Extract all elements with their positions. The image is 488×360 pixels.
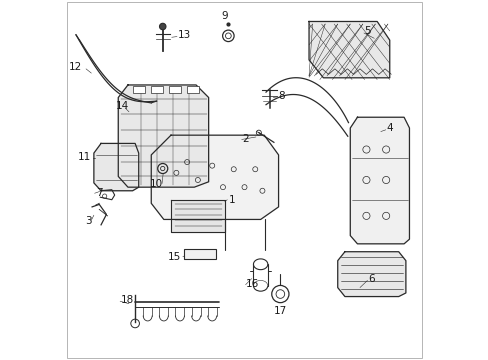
Polygon shape: [171, 200, 224, 232]
Text: 3: 3: [85, 216, 91, 226]
Text: 1: 1: [228, 195, 235, 205]
Text: 5: 5: [364, 26, 370, 36]
Text: 16: 16: [246, 279, 259, 289]
Text: 14: 14: [115, 102, 128, 112]
Text: 10: 10: [149, 179, 163, 189]
Text: 2: 2: [242, 134, 249, 144]
Text: 7: 7: [96, 188, 102, 198]
Polygon shape: [308, 22, 389, 78]
Text: 4: 4: [386, 123, 392, 133]
Bar: [169, 86, 180, 93]
Bar: [133, 86, 144, 93]
Text: 17: 17: [273, 306, 286, 316]
Circle shape: [159, 23, 165, 30]
Polygon shape: [349, 117, 408, 244]
Text: 15: 15: [167, 252, 180, 262]
Bar: [187, 86, 198, 93]
Text: 12: 12: [69, 62, 82, 72]
Text: 13: 13: [178, 30, 191, 40]
Bar: [183, 249, 215, 259]
Text: 8: 8: [278, 91, 285, 101]
Polygon shape: [337, 252, 405, 297]
Text: 6: 6: [367, 274, 374, 284]
Polygon shape: [151, 135, 278, 220]
Polygon shape: [94, 143, 139, 191]
Text: 11: 11: [78, 152, 91, 162]
Text: 9: 9: [221, 11, 227, 21]
Polygon shape: [118, 85, 208, 187]
Bar: [151, 86, 163, 93]
Text: 18: 18: [121, 295, 134, 305]
